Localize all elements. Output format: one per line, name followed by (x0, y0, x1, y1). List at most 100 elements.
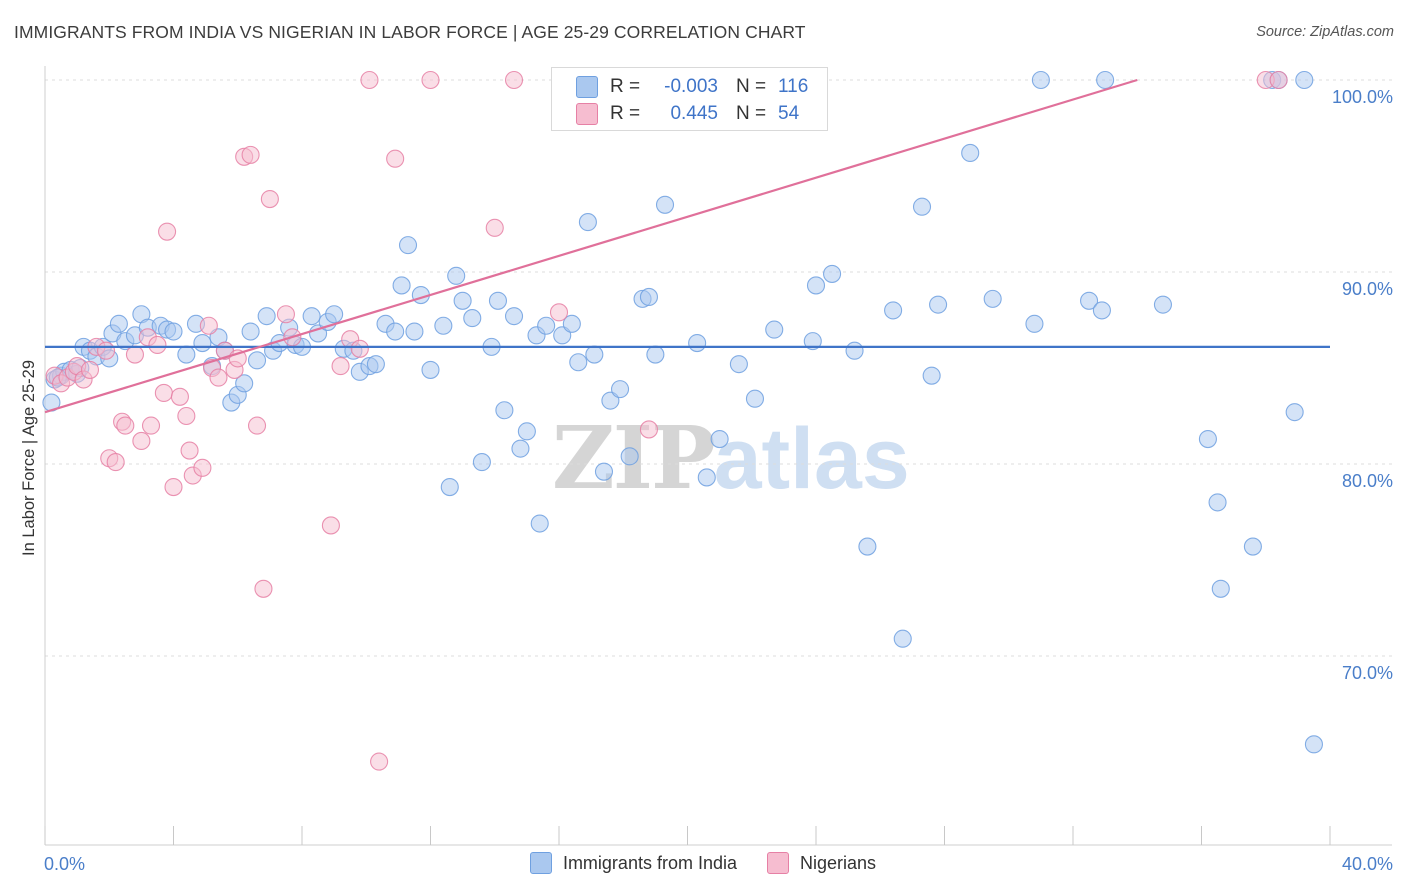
data-point[interactable] (803, 332, 822, 351)
data-point[interactable] (360, 70, 379, 90)
data-point[interactable] (578, 213, 597, 232)
data-point[interactable] (549, 303, 569, 322)
data-point[interactable] (823, 264, 842, 283)
data-point[interactable] (610, 380, 630, 399)
data-point[interactable] (1243, 537, 1262, 556)
data-point[interactable] (254, 579, 273, 598)
data-point[interactable] (961, 143, 980, 163)
data-point[interactable] (1080, 291, 1099, 310)
data-point[interactable] (1153, 295, 1172, 314)
series-legend-item-nigerians[interactable]: Nigerians (767, 852, 876, 874)
data-point[interactable] (109, 314, 128, 333)
data-point[interactable] (585, 345, 604, 364)
data-point[interactable] (806, 276, 826, 295)
data-point[interactable] (177, 345, 196, 364)
data-point[interactable] (447, 266, 466, 285)
data-point[interactable] (594, 462, 614, 481)
data-point[interactable] (331, 357, 350, 376)
data-point[interactable] (235, 374, 254, 393)
data-point[interactable] (646, 345, 665, 364)
data-point[interactable] (488, 291, 508, 310)
data-point[interactable] (745, 389, 765, 408)
data-point[interactable] (158, 222, 177, 241)
data-point[interactable] (116, 416, 135, 435)
data-point[interactable] (1211, 579, 1230, 598)
data-point[interactable] (141, 416, 161, 435)
data-point[interactable] (884, 301, 903, 320)
data-point[interactable] (639, 287, 659, 307)
data-point[interactable] (154, 383, 173, 403)
data-point[interactable] (710, 429, 729, 449)
data-point[interactable] (241, 322, 260, 341)
data-point[interactable] (325, 305, 344, 324)
data-point[interactable] (562, 314, 581, 333)
data-point[interactable] (106, 453, 125, 472)
data-point[interactable] (180, 441, 199, 460)
data-point[interactable] (504, 307, 524, 326)
data-point[interactable] (164, 322, 183, 341)
data-point[interactable] (893, 629, 912, 648)
data-point[interactable] (504, 70, 524, 90)
data-point[interactable] (80, 360, 100, 379)
data-point[interactable] (257, 307, 276, 326)
data-point[interactable] (929, 295, 948, 314)
data-point[interactable] (405, 322, 424, 341)
data-point[interactable] (1304, 735, 1323, 754)
data-point[interactable] (209, 368, 228, 387)
data-point[interactable] (1269, 70, 1288, 90)
data-point[interactable] (472, 453, 491, 472)
data-point[interactable] (440, 477, 459, 497)
data-point[interactable] (463, 309, 482, 328)
data-point[interactable] (1092, 301, 1111, 320)
data-point[interactable] (302, 307, 321, 326)
data-point[interactable] (96, 341, 116, 360)
series-legend-item-india[interactable]: Immigrants from India (529, 852, 737, 874)
data-point[interactable] (1096, 70, 1115, 90)
data-point[interactable] (421, 360, 440, 379)
data-point[interactable] (370, 752, 389, 771)
data-point[interactable] (1025, 314, 1044, 333)
data-point[interactable] (922, 366, 941, 385)
data-point[interactable] (398, 236, 418, 255)
data-point[interactable] (530, 514, 549, 533)
data-point[interactable] (485, 218, 504, 237)
data-point[interactable] (386, 322, 405, 341)
data-point[interactable] (1198, 429, 1217, 449)
data-point[interactable] (260, 189, 279, 209)
data-point[interactable] (241, 145, 260, 164)
data-point[interactable] (697, 468, 716, 487)
data-point[interactable] (453, 291, 472, 310)
data-point[interactable] (1208, 493, 1227, 512)
data-point[interactable] (845, 341, 864, 360)
data-point[interactable] (517, 422, 536, 441)
data-point[interactable] (729, 355, 748, 374)
data-point[interactable] (125, 345, 144, 364)
data-point[interactable] (983, 289, 1002, 308)
data-point[interactable] (392, 276, 411, 295)
data-point[interactable] (276, 305, 295, 324)
data-point[interactable] (620, 447, 639, 466)
data-point[interactable] (1031, 70, 1050, 90)
data-point[interactable] (688, 333, 707, 353)
data-point[interactable] (177, 406, 196, 426)
data-point[interactable] (386, 149, 405, 168)
data-point[interactable] (170, 387, 189, 406)
data-point[interactable] (655, 195, 675, 214)
data-point[interactable] (511, 439, 530, 458)
data-point[interactable] (193, 333, 212, 353)
data-point[interactable] (858, 537, 877, 556)
data-point[interactable] (366, 355, 385, 374)
data-point[interactable] (639, 420, 659, 439)
data-point[interactable] (495, 401, 514, 420)
data-point[interactable] (765, 320, 784, 339)
data-point[interactable] (421, 70, 440, 90)
data-point[interactable] (434, 316, 453, 335)
data-point[interactable] (193, 458, 212, 477)
data-point[interactable] (247, 416, 267, 435)
data-point[interactable] (1295, 70, 1314, 90)
data-point[interactable] (569, 353, 588, 372)
data-point[interactable] (321, 516, 340, 535)
data-point[interactable] (912, 197, 932, 216)
data-point[interactable] (350, 339, 369, 358)
data-point[interactable] (148, 335, 167, 355)
